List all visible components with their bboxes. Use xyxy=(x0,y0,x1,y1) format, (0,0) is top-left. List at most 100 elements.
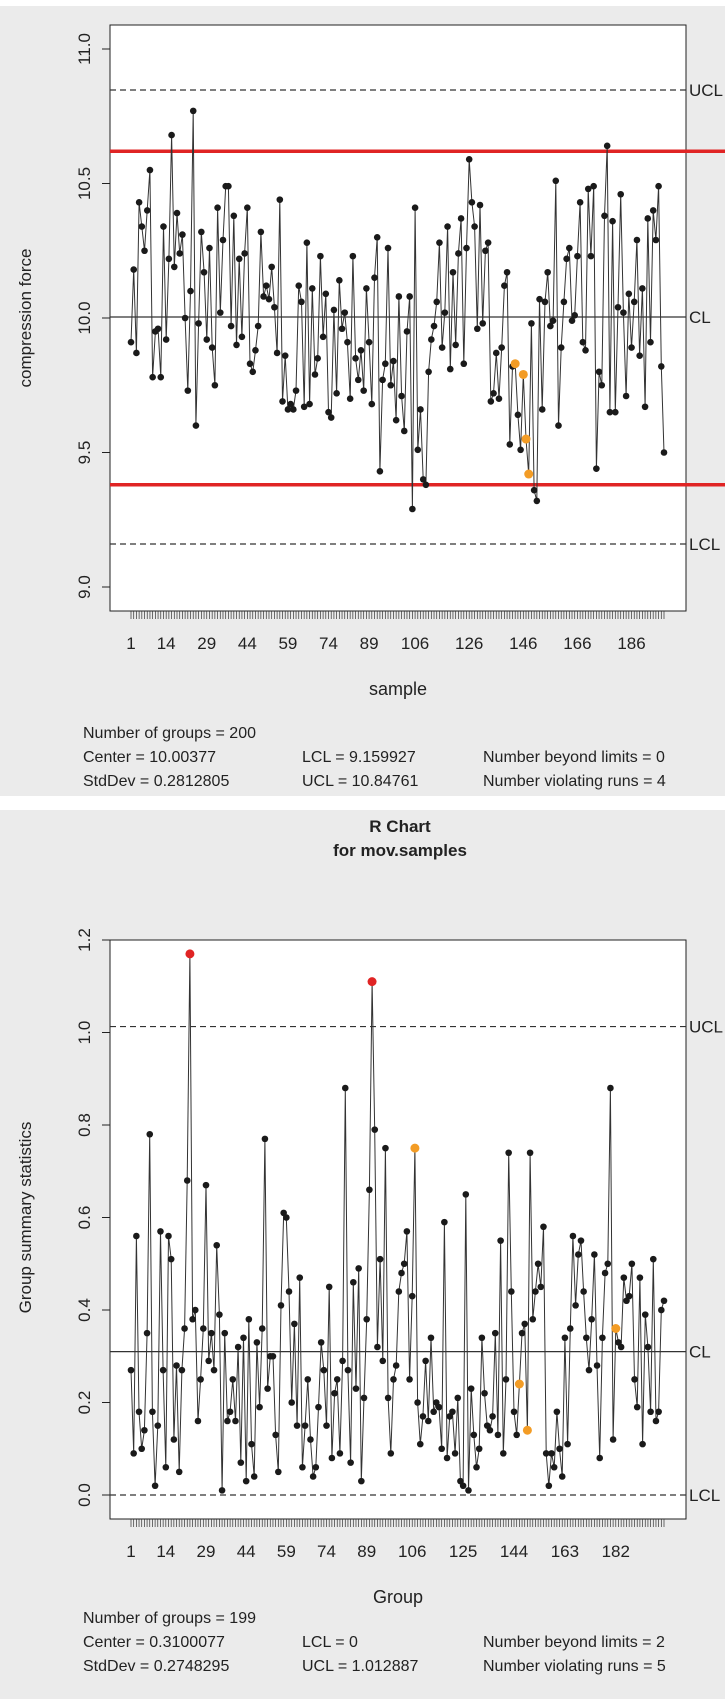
data-point xyxy=(398,1269,405,1277)
data-point xyxy=(273,349,281,357)
data-point xyxy=(611,1324,621,1333)
data-point xyxy=(473,1463,480,1471)
data-point xyxy=(652,1417,660,1425)
data-point xyxy=(368,400,376,408)
data-point xyxy=(130,266,138,273)
data-point xyxy=(547,322,554,330)
data-point xyxy=(419,1413,427,1420)
data-point xyxy=(235,255,243,263)
data-point xyxy=(481,1389,488,1397)
data-point xyxy=(189,107,197,115)
data-point xyxy=(494,1431,502,1439)
y-tick-label: 0.4 xyxy=(75,1298,94,1322)
data-point xyxy=(216,1311,223,1318)
data-point xyxy=(176,250,184,257)
data-point xyxy=(513,1431,520,1439)
data-point xyxy=(641,1311,649,1318)
data-point xyxy=(540,1223,547,1231)
data-point xyxy=(211,381,219,389)
x-tick-label: 59 xyxy=(277,1542,296,1561)
x-tick-label: 89 xyxy=(357,1542,376,1561)
y-tick-label: 10.5 xyxy=(75,167,94,200)
x-tick-label: 14 xyxy=(157,634,176,653)
data-point xyxy=(238,333,246,341)
x-tick-label: 163 xyxy=(551,1542,579,1561)
data-point xyxy=(292,387,300,394)
data-point xyxy=(159,1366,167,1374)
data-point xyxy=(566,1325,574,1332)
data-point xyxy=(606,408,614,416)
data-point xyxy=(631,1376,638,1383)
data-point xyxy=(293,1422,301,1429)
data-point xyxy=(467,1385,475,1392)
data-point xyxy=(141,1426,148,1434)
data-point xyxy=(233,341,240,349)
data-point xyxy=(644,1343,652,1351)
data-point xyxy=(205,1357,212,1365)
x-tick-label: 74 xyxy=(317,1542,336,1561)
data-point xyxy=(195,320,202,327)
data-point xyxy=(609,217,616,225)
data-point xyxy=(371,1126,379,1133)
data-point xyxy=(319,333,327,341)
data-point xyxy=(639,285,646,292)
data-point xyxy=(501,282,508,290)
data-point xyxy=(475,1445,483,1453)
data-point xyxy=(544,268,551,276)
data-point xyxy=(149,373,156,381)
summary-groups: Number of groups = 199 xyxy=(83,1610,256,1627)
data-point xyxy=(395,1288,403,1295)
data-point xyxy=(444,223,451,230)
data-point xyxy=(655,1408,662,1416)
data-point xyxy=(577,1237,585,1244)
data-point xyxy=(168,131,175,139)
data-point xyxy=(601,212,608,220)
data-point xyxy=(655,182,662,190)
data-point xyxy=(465,155,473,163)
data-point xyxy=(349,252,357,260)
chart-subtitle: for mov.samples xyxy=(333,841,467,860)
data-point xyxy=(314,355,321,362)
data-point xyxy=(213,1241,221,1249)
data-point xyxy=(300,403,308,411)
data-point xyxy=(414,446,422,454)
data-point xyxy=(474,325,481,333)
data-point xyxy=(490,390,497,397)
data-point xyxy=(387,1450,395,1457)
data-point xyxy=(395,293,403,300)
summary-stddev: StdDev = 0.2748295 xyxy=(83,1658,229,1675)
data-point xyxy=(644,215,652,222)
data-point xyxy=(553,1408,561,1416)
data-point xyxy=(601,1269,609,1277)
data-point xyxy=(277,1302,285,1309)
data-point xyxy=(411,204,419,212)
data-point xyxy=(419,476,427,483)
data-point xyxy=(232,1417,239,1425)
x-tick-label: 89 xyxy=(360,634,379,653)
data-point xyxy=(487,398,495,405)
data-point xyxy=(465,1487,472,1494)
data-point xyxy=(545,1482,553,1490)
data-point xyxy=(237,1459,245,1466)
summary-stddev: StdDev = 0.2812805 xyxy=(83,773,229,790)
data-point xyxy=(560,298,568,306)
data-point xyxy=(327,414,335,421)
data-point xyxy=(296,1274,304,1281)
data-point xyxy=(660,449,668,456)
data-point xyxy=(579,338,587,346)
data-point xyxy=(281,352,289,359)
data-point xyxy=(489,1413,496,1420)
data-point xyxy=(552,177,560,185)
data-point xyxy=(598,381,606,389)
data-point xyxy=(252,346,259,354)
xbar-chart-panel: 9.0 9.5 10.0 10.5 11.0 compression force 1 14 29… xyxy=(0,6,725,796)
data-point xyxy=(436,239,443,246)
data-point xyxy=(514,1379,524,1389)
data-point xyxy=(611,408,619,416)
summary-lcl: LCL = 9.159927 xyxy=(302,749,416,766)
data-point xyxy=(249,368,257,376)
data-point xyxy=(333,390,340,397)
data-point xyxy=(658,1306,665,1314)
data-point xyxy=(625,290,633,298)
data-point xyxy=(264,1385,271,1392)
